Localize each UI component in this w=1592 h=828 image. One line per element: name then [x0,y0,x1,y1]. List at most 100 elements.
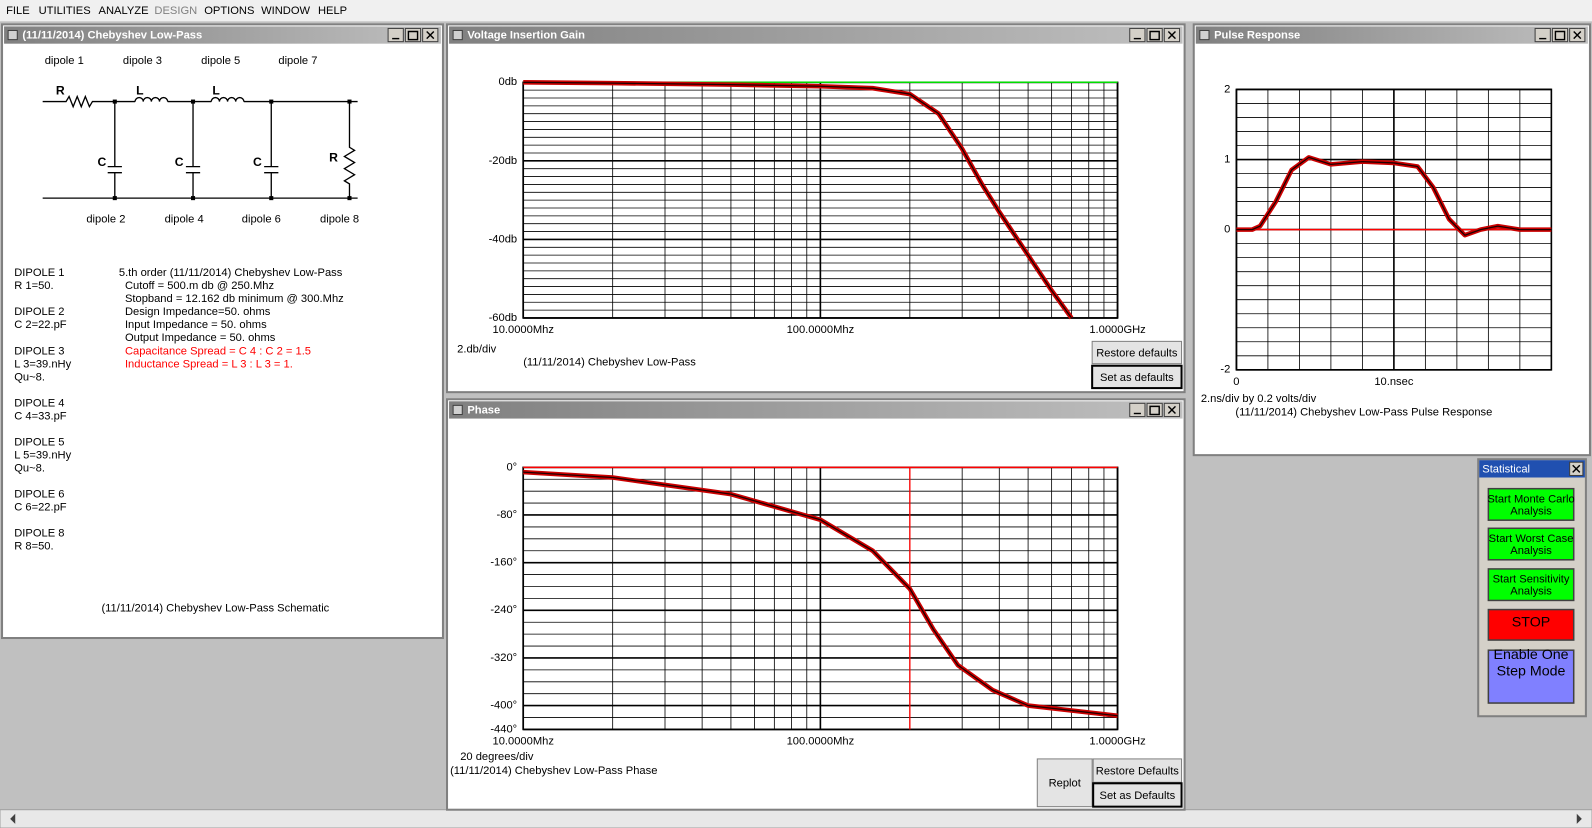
dipole-text: Qu~8. [14,462,45,474]
y-tick-label: -60db [489,312,518,324]
dipole-text: DIPOLE 4 [14,397,64,409]
analysis-button[interactable] [1487,568,1575,602]
y-tick-label: -240° [490,604,517,616]
menu-item[interactable]: WINDOW [261,5,310,17]
y-tick-label: 1 [1224,153,1230,165]
window-frame [446,398,1186,811]
schematic-drawing [42,94,358,201]
dipole-text: DIPOLE 5 [14,436,64,448]
y-tick-label: -20db [489,155,518,167]
x-tick-label: 10.0000Mhz [493,324,555,336]
x-tick-label: 100.0000Mhz [787,324,855,336]
panel-title: Statistical [1482,463,1530,475]
dipole-label: dipole 3 [123,55,162,67]
window-frame [1192,23,1591,457]
close-glyph [1573,30,1582,40]
y-tick-label: -160° [490,557,517,569]
scale-note: 2.db/div [457,343,496,355]
menu-bar [0,0,1592,22]
analysis-button[interactable] [1487,608,1575,641]
title-bar [4,26,441,44]
menu-item[interactable]: HELP [318,5,347,17]
menu-item[interactable]: UTILITIES [39,5,91,17]
description-line: 5.th order (11/11/2014) Chebyshev Low-Pa… [119,267,343,279]
analysis-button-label: STOP [1512,615,1550,631]
dipole-text: DIPOLE 6 [14,488,64,500]
x-tick-label: 10.0000Mhz [493,736,555,748]
window-icon [7,29,18,41]
window-frame [1,23,444,640]
maximize-glyph [1149,30,1160,41]
maximize-glyph [1554,30,1566,41]
title-bar [449,401,1183,419]
dipole-text: C 4=33.pF [14,410,67,422]
dipole-label: dipole 5 [201,55,240,67]
y-tick-label: 0db [498,76,517,88]
description-line: Stopband = 12.162 db minimum @ 300.Mhz [125,293,344,305]
y-tick-label: 2 [1224,83,1230,95]
minimize-button[interactable] [1534,27,1551,43]
save-button-label: Set as defaults [1100,372,1174,384]
dipole-label: dipole 6 [242,213,281,225]
x-tick-label: 10.nsec [1374,376,1413,388]
dipole-text: C 6=22.pF [14,501,67,513]
save-button-label: Set as Defaults [1100,790,1176,802]
schematic-caption: (11/11/2014) Chebyshev Low-Pass Schemati… [101,603,329,615]
menu-item[interactable]: DESIGN [154,5,197,17]
title-bar [1195,26,1588,44]
close-glyph [1167,405,1176,414]
caption: (11/11/2014) Chebyshev Low-Pass Phase [450,765,657,777]
x-tick-label: 0 [1233,376,1239,388]
menu-item[interactable]: FILE [6,5,30,17]
curve-core [523,81,1073,319]
analysis-button-label: Analysis [1510,505,1552,517]
component-letter: R [56,84,65,98]
dipole-text: L 5=39.nHy [14,449,71,461]
description-line: Design Impedance=50. ohms [125,306,271,318]
dipole-text: DIPOLE 8 [14,527,64,539]
window-icon [1199,29,1210,41]
replot-button[interactable] [1036,758,1093,808]
analysis-button[interactable] [1487,649,1575,704]
window-title: Voltage Insertion Gain [467,30,585,42]
caption: (11/11/2014) Chebyshev Low-Pass [523,357,696,369]
dipole-label: dipole 4 [165,213,204,225]
y-tick-label: -2 [1220,364,1230,376]
scrollbar[interactable] [0,809,1592,828]
description-line: Input Impedance = 50. ohms [125,319,267,331]
x-tick-label: 1.0000GHz [1089,736,1146,748]
restore-button[interactable] [1091,340,1183,365]
title-bar [449,26,1183,44]
minimize-button[interactable] [1129,402,1146,418]
window-title: (11/11/2014) Chebyshev Low-Pass [22,30,202,42]
analysis-button-label: Start Monte Carlo [1487,493,1574,505]
x-tick-label: 1.0000GHz [1089,324,1146,336]
menu-item[interactable]: OPTIONS [204,5,254,17]
close-glyph [1572,464,1581,473]
menu-item[interactable]: ANALYZE [99,5,149,17]
window-title: Pulse Response [1214,30,1300,42]
analysis-button[interactable] [1487,527,1575,561]
y-tick-label: -320° [490,652,517,664]
description-line: Output Impedance = 50. ohms [125,332,276,344]
minimize-button[interactable] [387,27,404,43]
analysis-button[interactable] [1487,487,1575,521]
spread-line: Inductance Spread = L 3 : L 3 = 1. [125,358,293,370]
save-button[interactable] [1091,364,1183,390]
dipole-text: DIPOLE 2 [14,306,64,318]
dipole-label: dipole 7 [278,55,317,67]
dipole-text: Qu~8. [14,371,45,383]
close-glyph [426,30,435,40]
replot-button-label: Replot [1049,778,1082,790]
panel-title-bar [1479,460,1585,478]
analysis-button-label: Step Mode [1497,663,1566,679]
y-tick-label: -400° [490,700,517,712]
caption: (11/11/2014) Chebyshev Low-Pass Pulse Re… [1235,406,1492,418]
spread-line: Capacitance Spread = C 4 : C 2 = 1.5 [125,345,311,357]
y-tick-label: -440° [490,723,517,735]
save-button[interactable] [1092,782,1183,808]
description-line: Cutoff = 500.m db @ 250.Mhz [125,280,275,292]
window-title: Phase [467,404,500,416]
minimize-button[interactable] [1129,27,1146,43]
